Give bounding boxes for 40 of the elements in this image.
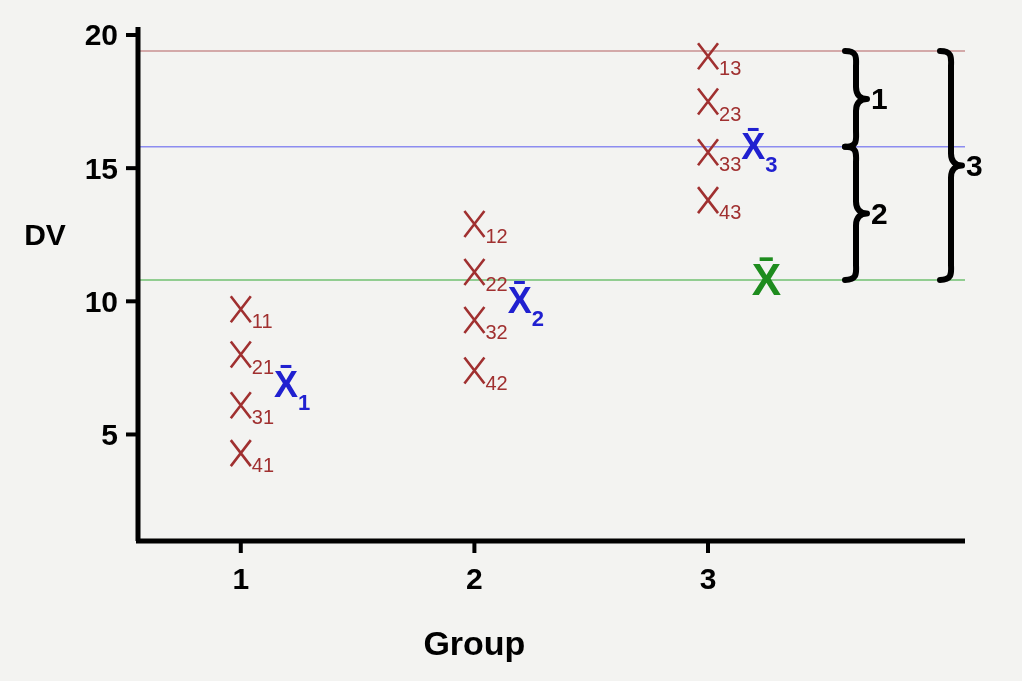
annotation: X̄ — [751, 255, 782, 305]
y-tick-label: 20 — [84, 18, 118, 52]
annotation: 12 — [485, 225, 508, 248]
annotation: 43 — [719, 201, 742, 224]
annotation: 13 — [719, 57, 742, 80]
annotation: 31 — [251, 406, 275, 429]
annotation: 41 — [251, 454, 275, 477]
point — [229, 295, 253, 324]
point — [229, 340, 253, 369]
annotation: 11 — [251, 310, 273, 333]
point — [696, 87, 720, 116]
point — [229, 438, 253, 468]
text: 3 — [966, 148, 983, 182]
point — [463, 257, 486, 287]
y-tick-label: 5 — [101, 417, 118, 451]
annotation: X̄$_{1}$ — [274, 363, 311, 415]
point — [696, 185, 720, 215]
x-tick-label: 2 — [466, 562, 483, 595]
point — [463, 305, 486, 335]
x-tick-label: 3 — [699, 562, 717, 595]
point — [463, 356, 486, 385]
y-axis-title: DV — [24, 218, 66, 252]
annotation: 2 — [871, 196, 888, 230]
x-tick-label: 1 — [232, 562, 250, 595]
y-tick-label: 15 — [84, 151, 118, 185]
point — [463, 209, 486, 239]
annotation: X̄$_{3}$ — [741, 126, 778, 177]
point — [696, 137, 720, 167]
annotation: 22 — [485, 273, 508, 296]
point — [229, 390, 253, 420]
annotation: 21 — [251, 355, 275, 378]
annotation: X̄$_{2}$ — [507, 279, 544, 331]
point — [696, 42, 720, 71]
annotation: 33 — [719, 153, 742, 176]
y-tick-label: 10 — [84, 284, 118, 318]
annotation: 32 — [485, 320, 508, 343]
annotation: 23 — [719, 102, 742, 125]
annotation: 42 — [485, 371, 508, 394]
annotation: 1 — [871, 82, 888, 116]
x-axis-title: Group — [423, 624, 526, 662]
